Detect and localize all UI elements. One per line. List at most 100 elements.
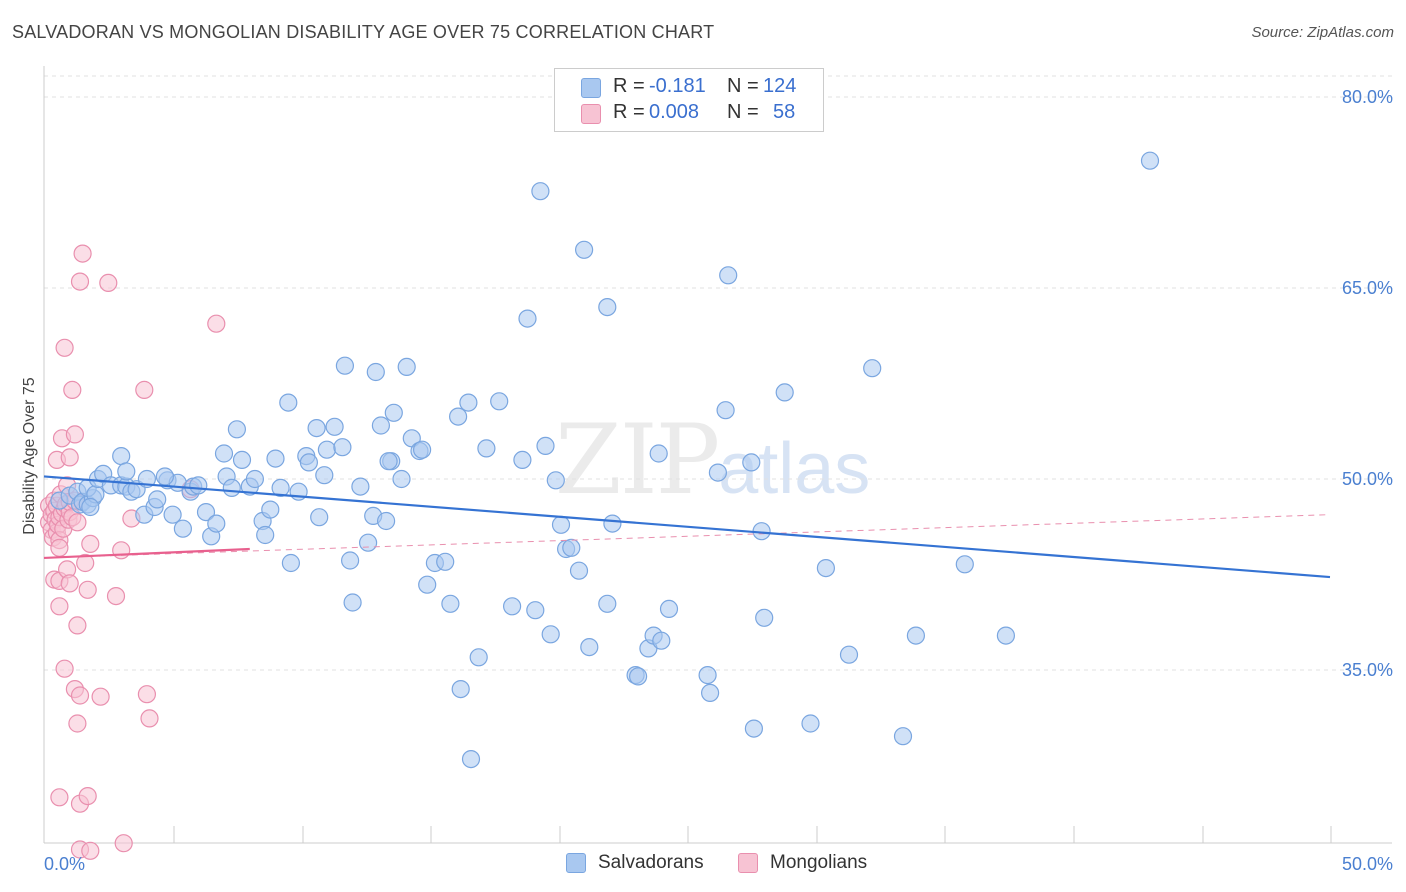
data-point-salvadoran — [459, 393, 478, 412]
data-point-mongolian — [68, 714, 87, 733]
data-point-salvadoran — [384, 403, 403, 422]
data-point-salvadoran — [281, 553, 300, 573]
legend-label-mongolians: Mongolians — [770, 852, 868, 873]
data-point-salvadoran — [742, 453, 761, 472]
data-point-mongolian — [50, 788, 69, 807]
data-point-mongolian — [60, 448, 79, 467]
data-point-salvadoran — [232, 450, 252, 469]
data-point-salvadoran — [81, 497, 100, 517]
data-point-mongolian — [65, 425, 85, 444]
legend-row-mongolians: R = 0.008 N = 58 — [555, 101, 823, 127]
data-point-salvadoran — [698, 665, 717, 685]
y-tick-label: 35.0% — [1342, 660, 1393, 680]
data-point-salvadoran — [451, 679, 470, 699]
data-point-mongolian — [63, 380, 82, 399]
data-point-salvadoran — [392, 469, 411, 489]
data-point-mongolian — [55, 338, 74, 357]
legend-n-label: N = — [727, 75, 759, 97]
data-point-salvadoran — [256, 525, 275, 545]
data-point-salvadoran — [397, 357, 416, 376]
data-point-mongolian — [81, 534, 100, 554]
data-point-salvadoran — [222, 478, 241, 497]
legend-r-value: -0.181 — [649, 75, 706, 97]
legend-row-salvadorans: R = -0.181 N = 124 — [555, 75, 823, 101]
data-point-mongolian — [114, 834, 133, 853]
data-point-mongolian — [106, 586, 126, 606]
data-point-salvadoran — [531, 182, 550, 201]
data-point-mongolian — [207, 314, 226, 333]
data-point-salvadoran — [518, 309, 537, 328]
data-point-salvadoran — [413, 440, 432, 459]
data-point-salvadoran — [598, 594, 617, 613]
data-point-salvadoran — [245, 469, 264, 489]
gridlines — [44, 75, 1392, 671]
data-point-salvadoran — [708, 463, 728, 482]
data-point-salvadoran — [359, 533, 378, 552]
data-point-salvadoran — [279, 393, 298, 412]
data-point-salvadoran — [569, 561, 589, 580]
legend-r-label: R = — [613, 101, 645, 123]
data-point-salvadoran — [906, 626, 926, 645]
y-tick-label: 50.0% — [1342, 469, 1393, 489]
data-point-salvadoran — [513, 450, 532, 469]
data-point-salvadoran — [716, 401, 735, 420]
data-point-salvadoran — [207, 514, 226, 533]
legend-swatch-salvadorans — [581, 78, 601, 98]
data-point-mongolian — [112, 541, 131, 560]
data-point-mongolian — [81, 841, 100, 860]
trendline-salvadorans — [43, 475, 1331, 579]
data-point-mongolian — [50, 538, 69, 557]
data-point-salvadoran — [366, 362, 385, 382]
data-point-salvadoran — [227, 420, 246, 439]
data-point-salvadoran — [502, 597, 522, 616]
data-point-salvadoran — [526, 601, 545, 620]
data-point-salvadoran — [536, 436, 555, 455]
legend-swatch-mongolians — [738, 853, 758, 873]
data-point-mongolian — [68, 616, 87, 635]
data-point-salvadoran — [333, 438, 352, 457]
x-tick-label: 0.0% — [44, 854, 85, 874]
data-point-salvadoran — [418, 575, 437, 594]
data-point-salvadoran — [163, 505, 182, 524]
data-point-salvadoran — [744, 719, 764, 738]
data-point-salvadoran — [490, 392, 509, 411]
data-point-salvadoran — [271, 478, 290, 497]
data-point-mongolian — [91, 687, 110, 706]
data-point-salvadoran — [436, 552, 455, 571]
data-point-salvadoran — [341, 551, 360, 570]
data-point-salvadoran — [839, 645, 859, 664]
legend-n-label: N = — [727, 101, 759, 123]
data-point-salvadoran — [335, 356, 354, 375]
watermark-zip: ZIP — [555, 404, 720, 516]
data-point-mongolian — [99, 273, 118, 292]
correlation-legend: R = -0.181 N = 124 R = 0.008 N = 58 — [554, 68, 824, 132]
trendlines — [43, 475, 1331, 579]
data-point-salvadoran — [189, 476, 208, 495]
data-point-salvadoran — [562, 538, 581, 557]
x-tick-labels: 0.0% 50.0% — [44, 854, 1393, 874]
chart-title: SALVADORAN VS MONGOLIAN DISABILITY AGE O… — [12, 22, 715, 42]
data-point-salvadoran — [469, 648, 488, 667]
data-point-salvadoran — [477, 439, 496, 458]
data-point-salvadoran — [700, 683, 720, 703]
data-point-salvadoran — [441, 594, 460, 613]
data-point-mongolian — [135, 380, 154, 399]
data-point-salvadoran — [325, 417, 344, 436]
legend-swatch-salvadorans — [566, 853, 586, 873]
data-point-salvadoran — [155, 467, 174, 486]
data-point-salvadoran — [148, 490, 167, 509]
data-point-salvadoran — [1140, 151, 1160, 170]
data-point-mongolian — [70, 272, 90, 291]
data-point-salvadoran — [299, 453, 318, 472]
y-tick-label: 65.0% — [1342, 278, 1393, 298]
data-point-salvadoran — [371, 416, 390, 435]
data-point-salvadoran — [893, 727, 913, 746]
trendline-mongolians — [43, 547, 250, 560]
data-point-salvadoran — [317, 440, 336, 459]
data-point-salvadoran — [574, 240, 594, 259]
data-point-salvadoran — [551, 515, 571, 534]
trendline-mongolians-extended — [43, 514, 1331, 559]
data-point-salvadoran — [801, 714, 820, 733]
data-point-mongolian — [78, 786, 97, 806]
data-point-salvadoran — [461, 749, 481, 769]
